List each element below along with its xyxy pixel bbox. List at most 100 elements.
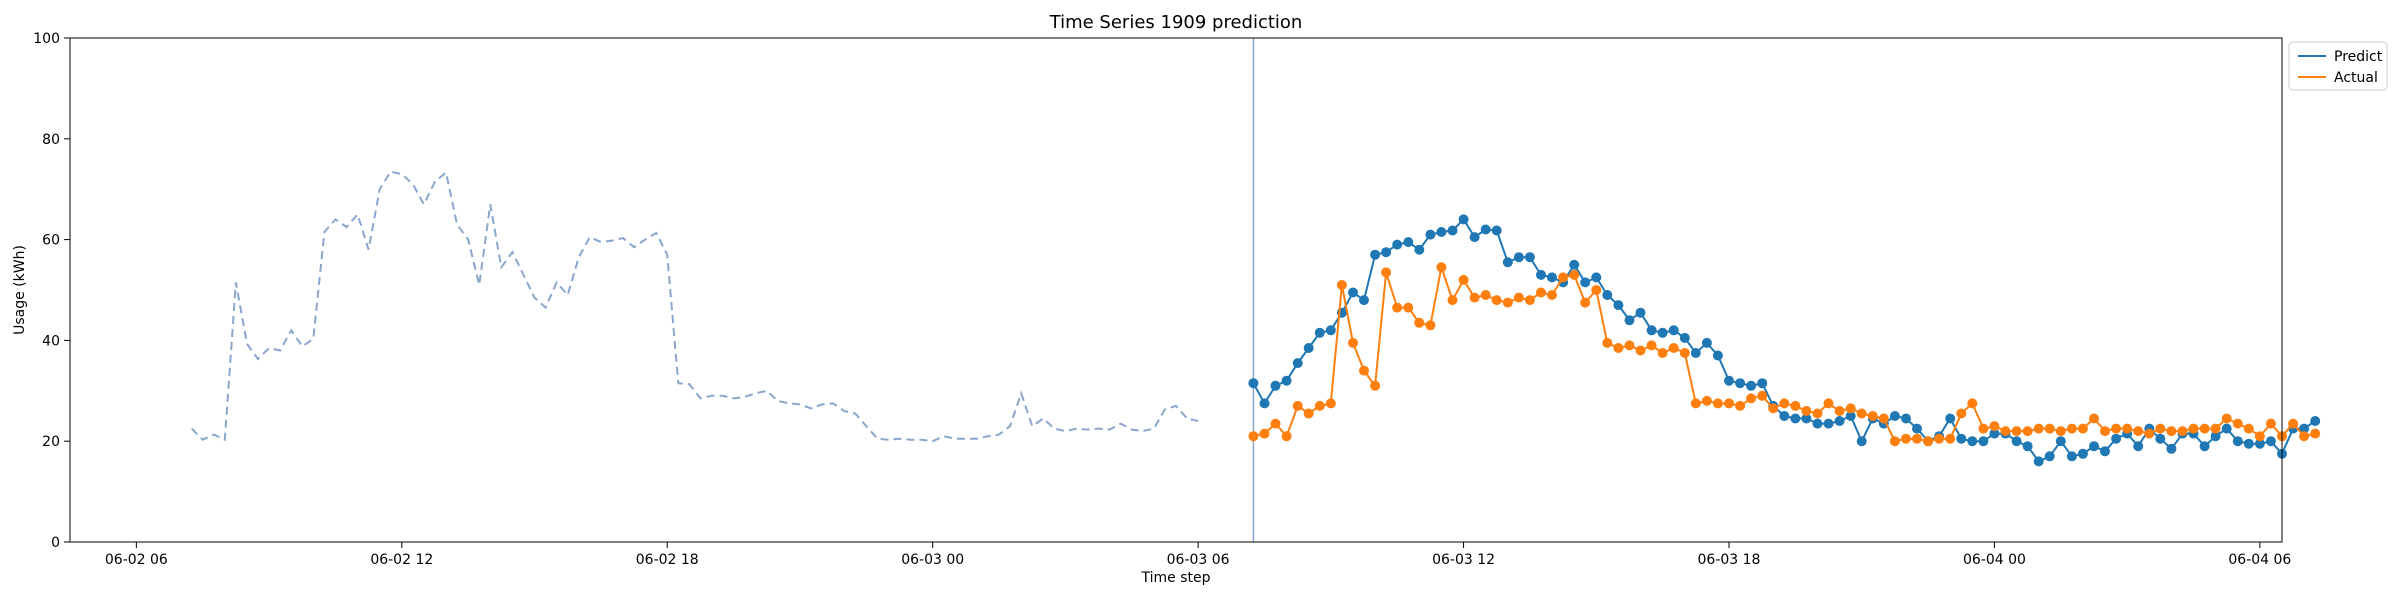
actual-point	[1779, 398, 1790, 409]
actual-point	[1502, 297, 1513, 308]
x-tick-label: 06-03 06	[1167, 552, 1230, 568]
predict-point	[1956, 433, 1967, 444]
actual-point	[2243, 423, 2254, 434]
predict-point	[2166, 443, 2177, 454]
predict-point	[2210, 431, 2221, 442]
actual-point	[1934, 433, 1945, 444]
x-axis-label: Time step	[1141, 570, 1211, 586]
actual-point	[1923, 436, 1934, 447]
predict-point	[1989, 428, 2000, 439]
actual-point	[1845, 403, 1856, 414]
actual-point	[1746, 393, 1757, 404]
actual-point	[2199, 423, 2210, 434]
actual-point	[2044, 423, 2055, 434]
predict-point	[1679, 332, 1690, 343]
legend-actual-label: Actual	[2334, 70, 2378, 86]
y-tick-label: 40	[42, 333, 60, 349]
predict-point	[2089, 441, 2099, 452]
actual-point	[1281, 431, 1292, 442]
predict-point	[1491, 225, 1502, 236]
actual-point	[1513, 292, 1524, 303]
x-tick-label: 06-04 06	[2228, 552, 2291, 568]
predict-point	[1613, 300, 1624, 311]
actual-point	[1348, 337, 1358, 348]
x-tick-label: 06-03 12	[1432, 552, 1495, 568]
actual-point	[1757, 390, 1768, 401]
actual-point	[1536, 287, 1546, 298]
predict-point	[1425, 229, 1436, 240]
history-line	[190, 170, 1199, 443]
actual-point	[1524, 295, 1535, 306]
actual-point	[1381, 267, 1392, 278]
legend: Predict Actual	[2288, 41, 2388, 91]
predict-point	[2199, 441, 2210, 452]
actual-point	[2022, 426, 2033, 437]
actual-point	[1679, 348, 1690, 358]
predict-point	[1735, 378, 1746, 389]
actual-point	[2177, 426, 2188, 437]
predict-point	[1502, 257, 1513, 268]
predict-point	[1856, 436, 1867, 447]
predict-point	[1668, 325, 1679, 336]
predict-point	[1823, 418, 1834, 429]
predict-point	[2044, 451, 2055, 462]
actual-point	[1491, 295, 1502, 306]
predict-point	[2055, 436, 2066, 447]
actual-point	[1336, 280, 1347, 290]
predict-point	[1524, 252, 1535, 263]
actual-point	[1724, 398, 1734, 409]
actual-point	[1878, 413, 1889, 424]
predict-point	[2265, 436, 2276, 447]
actual-point	[2055, 426, 2066, 437]
actual-point	[1701, 395, 1712, 406]
actual-point	[1812, 408, 1823, 419]
predict-point	[1889, 411, 1900, 421]
actual-point	[2155, 423, 2166, 434]
predict-point	[1303, 343, 1314, 353]
predict-point	[2111, 433, 2122, 444]
predict-point	[1547, 272, 1557, 283]
predict-point	[1359, 295, 1369, 306]
y-tick-label: 20	[42, 434, 60, 450]
plot-area: 0 20 40 60 80 100 06-02 06 06-02 12 06-02 18 06-0…	[33, 31, 2321, 568]
y-tick-label: 0	[51, 535, 60, 551]
actual-point	[2188, 423, 2199, 434]
actual-point	[1303, 408, 1314, 419]
x-tick-label: 06-03 00	[901, 552, 964, 568]
actual-point	[2066, 423, 2077, 434]
predict-point	[1580, 277, 1591, 288]
predict-point	[1967, 436, 1978, 447]
predict-point	[1779, 411, 1790, 421]
predict-point	[1436, 227, 1447, 237]
predict-point	[1314, 327, 1325, 338]
predict-point	[1259, 398, 1270, 409]
actual-point	[1370, 380, 1381, 391]
actual-point	[1458, 274, 1469, 285]
predict-point	[2033, 456, 2044, 467]
actual-point	[1414, 317, 1425, 328]
predict-point	[1690, 348, 1701, 358]
predict-point	[1292, 358, 1303, 369]
actual-point	[2100, 426, 2110, 437]
predict-point	[1845, 411, 1856, 421]
actual-point	[1856, 408, 1867, 419]
predict-point	[1281, 375, 1292, 386]
predict-point	[1945, 413, 1956, 424]
actual-point	[2232, 418, 2243, 429]
actual-point	[1735, 400, 1746, 411]
predict-point	[1536, 269, 1546, 280]
predict-point	[1712, 350, 1723, 361]
predict-point	[1724, 375, 1734, 386]
actual-point	[1945, 433, 1956, 444]
actual-point	[1270, 418, 1281, 429]
actual-point	[2221, 413, 2232, 424]
x-tick-label: 06-02 06	[105, 552, 168, 568]
actual-point	[1613, 343, 1624, 353]
predict-point	[1701, 337, 1712, 348]
actual-point	[1624, 340, 1635, 351]
y-axis-label: Usage (kWh)	[12, 245, 28, 335]
actual-point	[1425, 320, 1436, 331]
predict-point	[1370, 249, 1381, 260]
predict-point	[1624, 315, 1635, 326]
